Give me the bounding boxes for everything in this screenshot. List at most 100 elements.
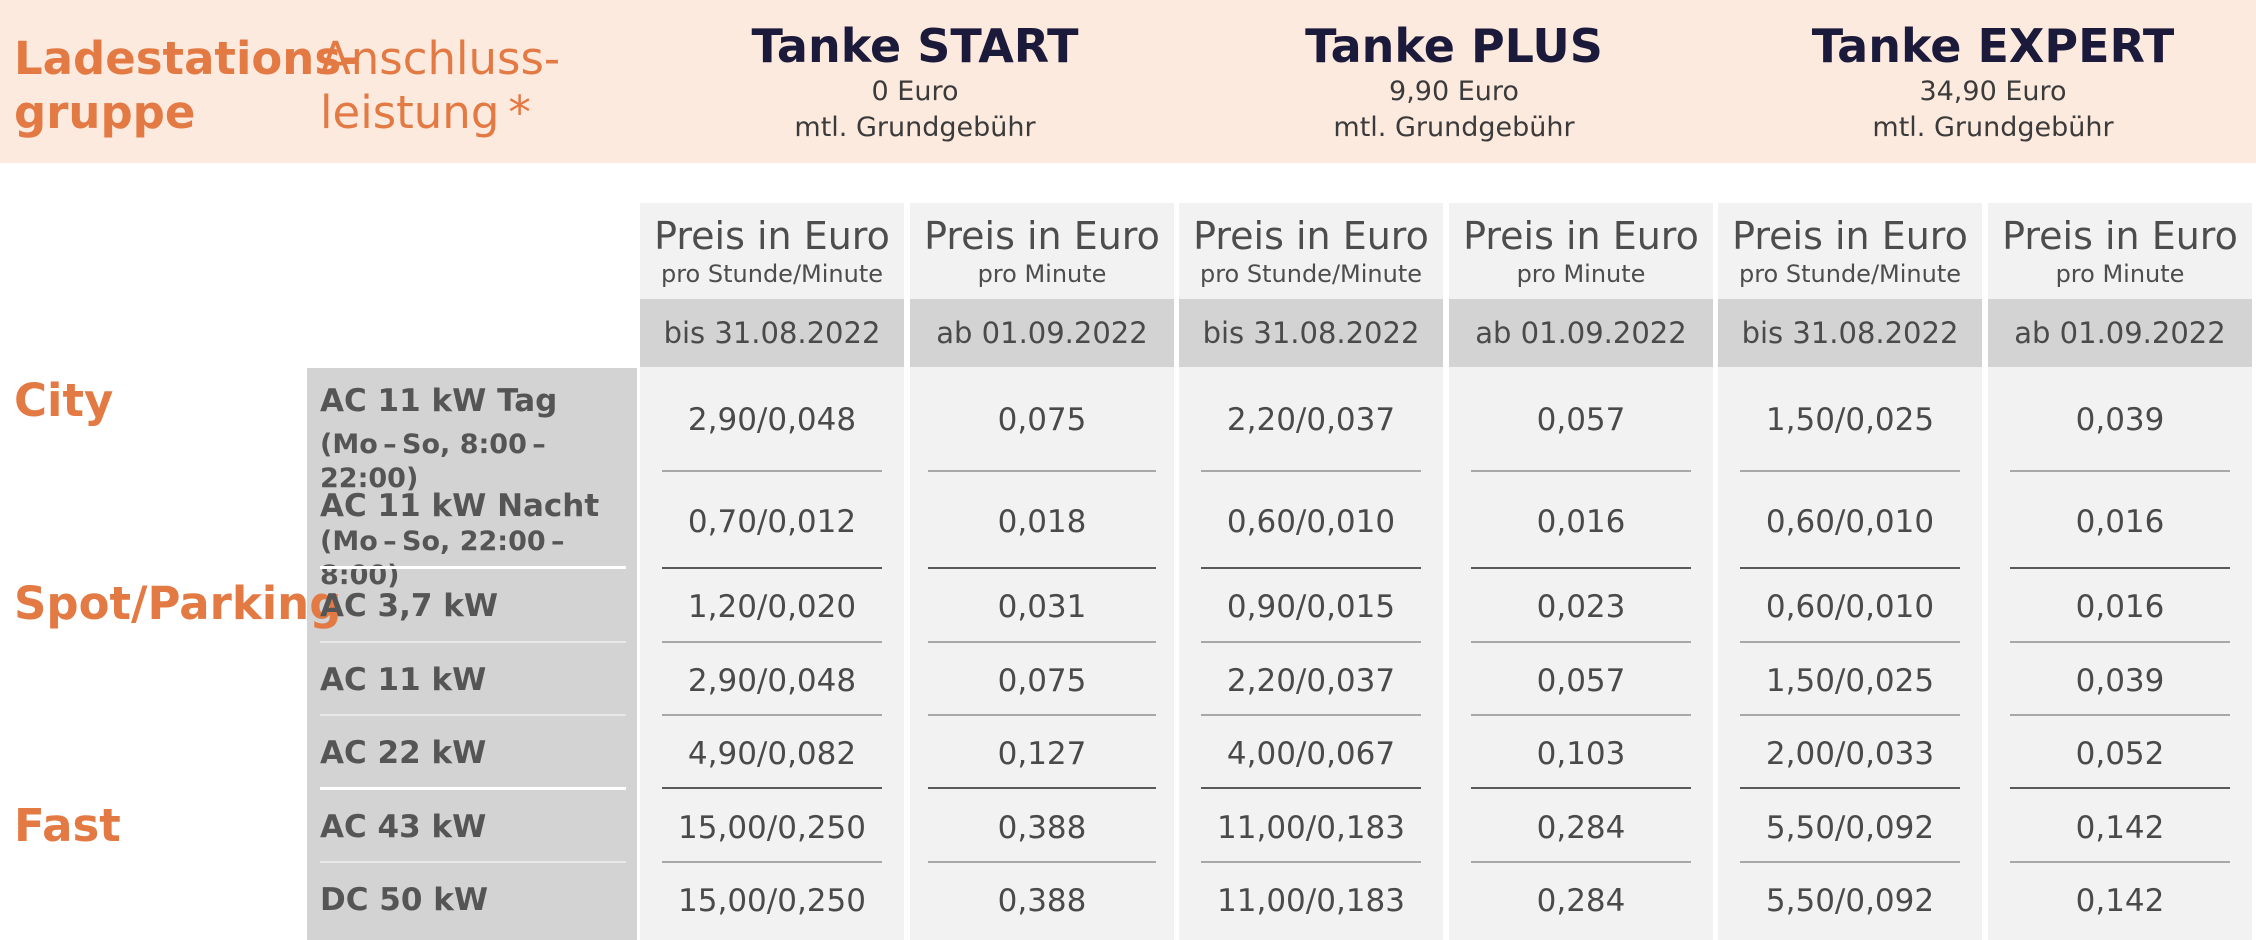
price-cell: 0,90/0,015 xyxy=(1226,589,1396,625)
group-label-fast: Fast xyxy=(14,799,121,852)
plan-name: Tanke START xyxy=(751,19,1079,73)
plan-fee: 9,90 Euro xyxy=(1389,76,1519,107)
column-header: Preis in Euro pro Stunde/Minute xyxy=(1718,203,1982,299)
plan-name: Tanke EXPERT xyxy=(1811,19,2175,73)
row-divider xyxy=(662,470,882,472)
price-cell: 15,00/0,250 xyxy=(678,810,866,846)
group-title-line1: Ladestations- xyxy=(14,32,360,85)
price-cell: 2,20/0,037 xyxy=(1226,402,1396,438)
group-separator xyxy=(0,566,300,569)
row-separator xyxy=(320,787,626,790)
price-cell: 0,057 xyxy=(1536,663,1626,699)
column-date: bis 31.08.2022 xyxy=(1179,299,1443,367)
price-cell: 0,70/0,012 xyxy=(687,504,857,540)
price-cell: 0,018 xyxy=(997,504,1087,540)
column-unit: pro Stunde/Minute xyxy=(1199,260,1422,288)
row-divider xyxy=(662,714,882,716)
row-divider xyxy=(1471,641,1691,643)
plan-fee-label: mtl. Grundgebühr xyxy=(1872,112,2114,143)
plan-fee-label: mtl. Grundgebühr xyxy=(794,112,1036,143)
group-column-title: Ladestations- gruppe xyxy=(14,32,360,140)
row-label-ac11-tag: AC 11 kW Tag (Mo – So, 8:00 – 22:00) xyxy=(320,382,630,496)
plan-name: Tanke PLUS xyxy=(1305,19,1603,73)
row-divider xyxy=(2010,470,2230,472)
column-title: Preis in Euro xyxy=(1193,214,1429,258)
row-divider xyxy=(1471,470,1691,472)
price-cell: 5,50/0,092 xyxy=(1765,810,1935,846)
row-divider xyxy=(928,861,1156,863)
row-label-sub: (Mo – So, 8:00 – 22:00) xyxy=(320,429,552,494)
column-title: Preis in Euro xyxy=(924,214,1160,258)
plan-plus: Tanke PLUS 9,90 Euro mtl. Grundgebühr xyxy=(1179,18,1729,146)
row-divider xyxy=(2010,641,2230,643)
price-cell: 0,388 xyxy=(997,883,1087,919)
row-divider xyxy=(662,861,882,863)
group-label-spot-parking: Spot/Parking xyxy=(14,577,342,630)
row-label-ac37: AC 3,7 kW xyxy=(320,588,499,624)
price-cell: 0,284 xyxy=(1536,810,1626,846)
column-title: Preis in Euro xyxy=(2002,214,2238,258)
row-label-text: AC 11 kW Nacht xyxy=(320,488,600,524)
price-cell: 2,00/0,033 xyxy=(1765,736,1935,772)
price-cell: 2,20/0,037 xyxy=(1226,663,1396,699)
row-divider xyxy=(928,641,1156,643)
row-divider xyxy=(928,470,1156,472)
price-cell: 1,20/0,020 xyxy=(687,589,857,625)
price-cell: 11,00/0,183 xyxy=(1217,883,1405,919)
plan-expert: Tanke EXPERT 34,90 Euro mtl. Grundgebühr xyxy=(1718,18,2256,146)
price-cell: 0,142 xyxy=(2075,810,2165,846)
price-cell: 0,60/0,010 xyxy=(1226,504,1396,540)
row-label-ac11: AC 11 kW xyxy=(320,662,487,698)
price-cell: 0,142 xyxy=(2075,883,2165,919)
column-unit: pro Stunde/Minute xyxy=(1738,260,1961,288)
price-cell: 0,103 xyxy=(1536,736,1626,772)
price-cell: 0,388 xyxy=(997,810,1087,846)
price-cell: 0,023 xyxy=(1536,589,1626,625)
price-cell: 15,00/0,250 xyxy=(678,883,866,919)
price-cell: 0,016 xyxy=(2075,504,2165,540)
price-cell: 0,031 xyxy=(997,589,1087,625)
row-label-ac43: AC 43 kW xyxy=(320,809,487,845)
column-title: Preis in Euro xyxy=(1732,214,1968,258)
price-cell: 4,00/0,067 xyxy=(1226,736,1396,772)
price-cell: 0,052 xyxy=(2075,736,2165,772)
row-divider xyxy=(2010,787,2230,789)
column-date: ab 01.09.2022 xyxy=(910,299,1174,367)
plan-fee: 34,90 Euro xyxy=(1919,76,2067,107)
price-cell: 0,039 xyxy=(2075,402,2165,438)
row-divider xyxy=(1471,714,1691,716)
price-cell: 0,039 xyxy=(2075,663,2165,699)
column-date: bis 31.08.2022 xyxy=(1718,299,1982,367)
row-divider xyxy=(1471,861,1691,863)
row-divider xyxy=(662,567,882,569)
price-cell: 0,016 xyxy=(1536,504,1626,540)
price-cell: 0,60/0,010 xyxy=(1765,504,1935,540)
row-separator xyxy=(320,714,626,716)
column-unit: pro Minute xyxy=(1516,260,1646,288)
header-band xyxy=(0,0,2256,163)
group-separator xyxy=(0,787,300,790)
row-label-dc50: DC 50 kW xyxy=(320,882,489,918)
price-cell: 1,50/0,025 xyxy=(1765,402,1935,438)
row-label-text: AC 11 kW Tag xyxy=(320,383,558,419)
row-divider xyxy=(2010,861,2230,863)
column-header: Preis in Euro pro Minute xyxy=(910,203,1174,299)
column-header: Preis in Euro pro Minute xyxy=(1449,203,1713,299)
price-cell: 0,60/0,010 xyxy=(1765,589,1935,625)
column-title: Preis in Euro xyxy=(654,214,890,258)
price-cell: 0,075 xyxy=(997,402,1087,438)
price-cell: 5,50/0,092 xyxy=(1765,883,1935,919)
row-divider xyxy=(1201,470,1421,472)
price-cell: 1,50/0,025 xyxy=(1765,663,1935,699)
price-cell: 2,90/0,048 xyxy=(687,663,857,699)
row-divider xyxy=(1740,470,1960,472)
row-divider xyxy=(662,641,882,643)
row-divider xyxy=(1740,861,1960,863)
price-cell: 4,90/0,082 xyxy=(687,736,857,772)
row-label-sub: (Mo – So, 22:00 – 8:00) xyxy=(320,526,570,591)
price-cell: 0,016 xyxy=(2075,589,2165,625)
row-divider xyxy=(1740,567,1960,569)
row-divider xyxy=(1201,567,1421,569)
row-separator xyxy=(320,641,626,643)
row-divider xyxy=(662,787,882,789)
